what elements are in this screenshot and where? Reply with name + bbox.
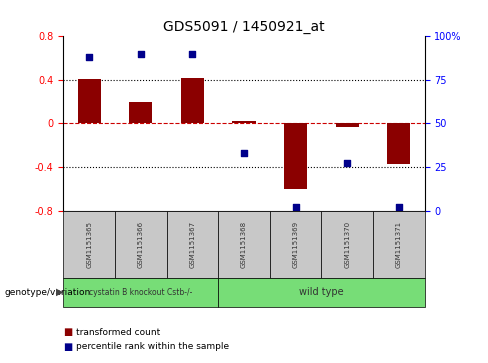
Text: GSM1151369: GSM1151369 xyxy=(293,221,299,268)
Title: GDS5091 / 1450921_at: GDS5091 / 1450921_at xyxy=(163,20,325,34)
Text: GSM1151365: GSM1151365 xyxy=(86,221,92,268)
Text: wild type: wild type xyxy=(299,287,344,297)
Bar xyxy=(181,78,204,123)
Text: ■: ■ xyxy=(63,327,73,337)
Text: cystatin B knockout Cstb-/-: cystatin B knockout Cstb-/- xyxy=(89,288,192,297)
Point xyxy=(395,204,403,210)
Text: GSM1151367: GSM1151367 xyxy=(189,221,195,268)
Text: GSM1151371: GSM1151371 xyxy=(396,221,402,268)
Bar xyxy=(387,123,410,164)
Text: ▶: ▶ xyxy=(56,287,63,297)
Point xyxy=(343,160,351,166)
Text: GSM1151370: GSM1151370 xyxy=(344,221,350,268)
Text: ■: ■ xyxy=(63,342,73,352)
Point xyxy=(292,204,300,210)
Point xyxy=(137,51,145,57)
Text: GSM1151368: GSM1151368 xyxy=(241,221,247,268)
Point xyxy=(240,150,248,156)
Bar xyxy=(232,121,256,123)
Bar xyxy=(78,79,101,123)
Bar xyxy=(336,123,359,127)
Bar xyxy=(284,123,307,189)
Text: transformed count: transformed count xyxy=(76,328,160,337)
Text: percentile rank within the sample: percentile rank within the sample xyxy=(76,342,229,351)
Text: GSM1151366: GSM1151366 xyxy=(138,221,144,268)
Point xyxy=(188,51,196,57)
Bar xyxy=(129,102,152,123)
Point xyxy=(85,54,93,60)
Text: genotype/variation: genotype/variation xyxy=(5,288,91,297)
